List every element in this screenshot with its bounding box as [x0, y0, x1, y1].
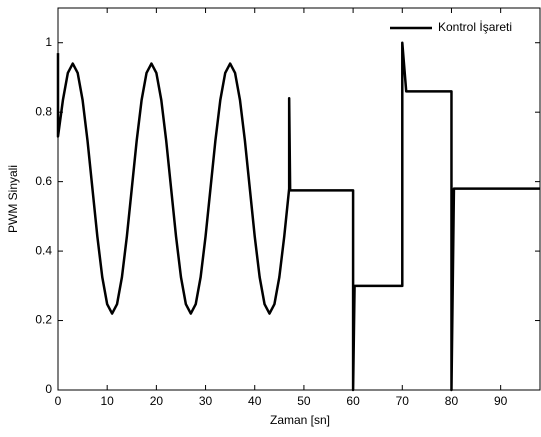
y-tick-label: 0.8: [35, 104, 52, 118]
plot-area: [57, 7, 541, 391]
y-axis-label: PWM Sinyali: [6, 165, 20, 233]
x-tick-label: 50: [297, 394, 311, 408]
x-tick-label: 20: [150, 394, 164, 408]
y-tick-label: 0.4: [35, 243, 52, 257]
x-tick-label: 40: [248, 394, 262, 408]
data-line: [56, 41, 540, 392]
x-tick-label: 10: [101, 394, 115, 408]
x-tick-label: 30: [199, 394, 213, 408]
x-axis-label: Zaman [sn]: [270, 413, 330, 427]
y-tick-label: 0.2: [35, 313, 52, 327]
x-tick-label: 90: [494, 394, 508, 408]
x-tick-label: 0: [55, 394, 62, 408]
legend-label: Kontrol İşareti: [438, 20, 512, 34]
y-tick-label: 0: [45, 382, 52, 396]
x-tick-label: 60: [346, 394, 360, 408]
x-tick-label: 80: [445, 394, 459, 408]
x-tick-label: 70: [396, 394, 410, 408]
y-tick-label: 0.6: [35, 174, 52, 188]
y-tick-label: 1: [45, 35, 52, 49]
